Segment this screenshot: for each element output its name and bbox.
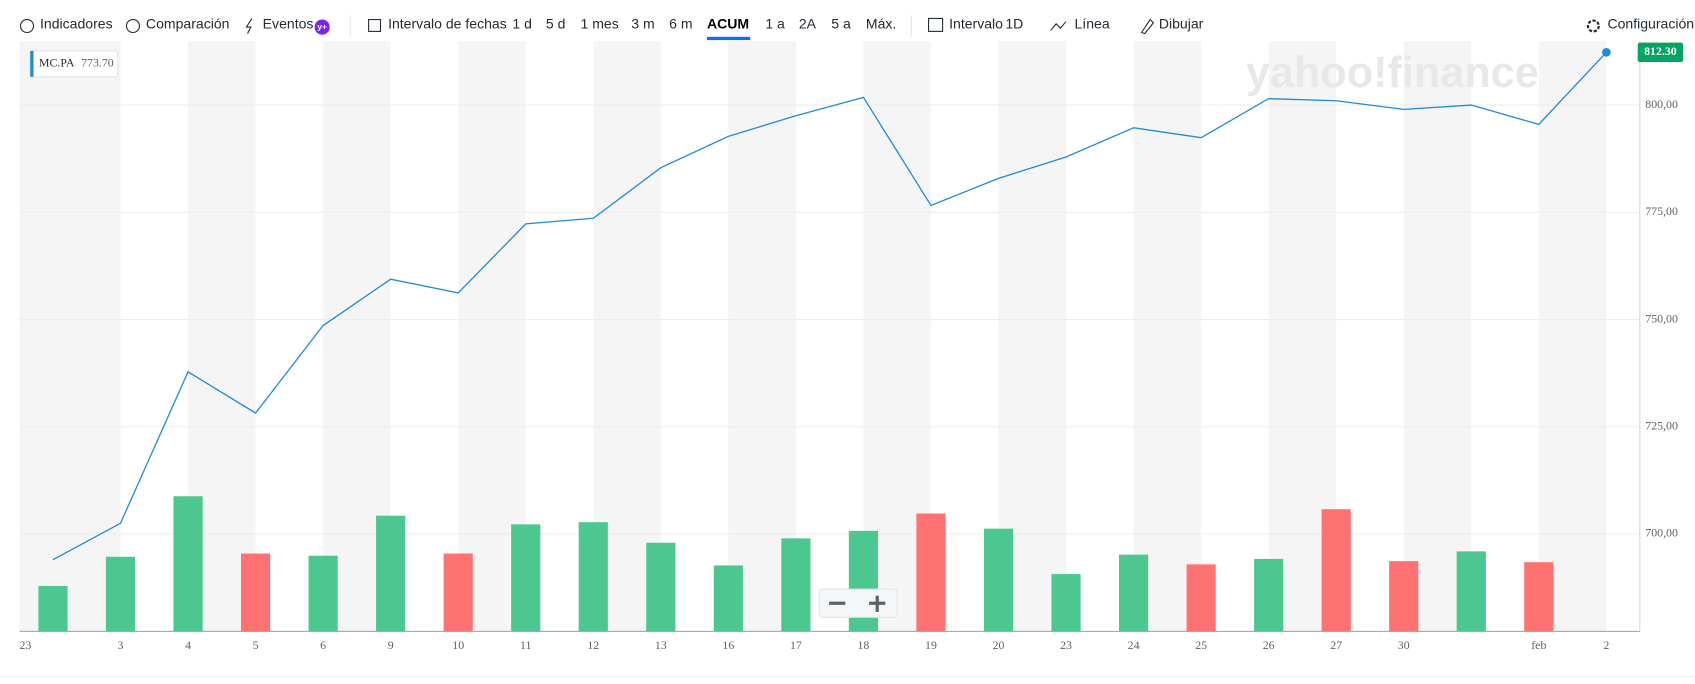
range-button[interactable]: 1 a	[765, 16, 785, 32]
x-tick-label: 12	[587, 638, 599, 652]
legend-value: 773.70	[81, 56, 114, 70]
volume-bar	[308, 555, 338, 632]
x-tick-label: 24	[1128, 638, 1140, 652]
x-tick-label: 25	[1195, 638, 1207, 652]
range-button[interactable]: 6 m	[669, 16, 692, 32]
y-tick-label: 725,00	[1645, 418, 1678, 432]
x-tick-label: 6	[320, 638, 326, 652]
active-underline	[706, 36, 751, 41]
volume-bar	[1389, 561, 1419, 632]
toolbar-button[interactable]: Línea	[1075, 16, 1110, 32]
y-tick-label: 750,00	[1645, 311, 1678, 325]
icon	[245, 18, 253, 34]
last-point	[1602, 47, 1611, 57]
volume-bar	[240, 553, 271, 632]
range-button[interactable]: 5 a	[831, 16, 851, 32]
legend-name: MC.PA	[39, 56, 75, 70]
toolbar-button[interactable]: Comparación	[146, 16, 230, 32]
price-line	[52, 51, 1607, 561]
x-tick-label: 19	[925, 638, 937, 652]
band	[1538, 41, 1607, 632]
toolbar-button[interactable]: Dibujar	[1159, 16, 1204, 32]
volume-bar	[1254, 558, 1284, 632]
volume-bar	[916, 513, 946, 632]
band	[1403, 41, 1472, 632]
badge-text: y+	[317, 21, 327, 31]
zoom-controls	[818, 588, 898, 618]
volume-bar	[781, 538, 811, 632]
volume-bar	[38, 585, 68, 632]
x-tick-label: 23	[1060, 638, 1072, 652]
volume-bar	[1456, 551, 1486, 632]
x-tick-label: 26	[1263, 638, 1275, 652]
volume-bar	[105, 556, 136, 632]
toolbar-button[interactable]: Intervalo	[949, 16, 1003, 32]
volume-bar	[1321, 509, 1351, 632]
icon	[368, 18, 382, 32]
range-button[interactable]: 5 d	[546, 16, 566, 32]
icon	[125, 18, 140, 34]
band	[1133, 41, 1202, 632]
range-button-active[interactable]: ACUM	[707, 16, 749, 32]
icon	[1050, 21, 1067, 31]
x-tick-label: 5	[253, 638, 259, 652]
volume-bar	[1186, 564, 1216, 632]
toolbar-button[interactable]: Configuración	[1607, 16, 1694, 32]
y-tick-label: 800,00	[1645, 97, 1678, 111]
volume-bar	[1051, 574, 1081, 632]
plot: 700,00 725,00 750,00 775,00 800,00 23 3 4 5 6 9 10 1…	[19, 41, 1684, 652]
toolbar-button[interactable]: Intervalo de fechas	[388, 16, 507, 32]
icon	[1140, 18, 1155, 35]
x-tick-label: 2	[1603, 638, 1609, 652]
y-tick-label: 700,00	[1645, 526, 1678, 540]
volume-bar	[511, 524, 541, 632]
last-value-label: 812.30	[1644, 44, 1677, 58]
x-tick-label: 11	[520, 638, 531, 652]
badge	[314, 19, 330, 35]
range-button[interactable]: 2A	[799, 16, 817, 32]
volume-bar	[173, 496, 203, 632]
toolbar-button[interactable]: Eventos	[263, 16, 314, 32]
x-tick-label: 30	[1398, 638, 1410, 652]
toolbar-button[interactable]: 1D	[1005, 16, 1023, 32]
last-value-box	[1637, 42, 1684, 63]
volume-bar	[443, 553, 473, 632]
x-tick-label: 18	[857, 638, 869, 652]
x-year-label: 23	[19, 638, 31, 652]
volume-bar	[376, 515, 406, 632]
bands	[19, 41, 1607, 632]
volume-bar	[1524, 562, 1554, 632]
watermark: yahoo!finance	[1246, 49, 1539, 97]
volume-bar	[713, 565, 743, 632]
volume-bar	[578, 522, 608, 632]
legend-swatch	[30, 50, 34, 77]
band	[728, 41, 796, 632]
range-button[interactable]: 1 mes	[580, 16, 618, 32]
x-tick-label: 3	[118, 638, 124, 652]
x-tick-label: 10	[452, 638, 464, 652]
icon	[928, 17, 944, 32]
range-button[interactable]: 1 d	[512, 16, 532, 32]
toolbar-button[interactable]: Indicadores	[40, 16, 113, 32]
x-tick-label: 17	[790, 638, 802, 652]
range-button[interactable]: 3 m	[631, 16, 654, 32]
x-tick-label: 16	[722, 638, 734, 652]
y-tick-label: 775,00	[1645, 204, 1678, 218]
x-tick-label: 20	[993, 638, 1005, 652]
x-tick-label: 13	[655, 638, 667, 652]
volume-bar	[983, 528, 1014, 632]
icon	[19, 18, 35, 34]
range-button[interactable]: Máx.	[866, 16, 896, 32]
volume-bar	[646, 542, 676, 632]
x-tick-label: 27	[1330, 638, 1342, 652]
x-tick-label: 9	[388, 638, 394, 652]
x-tick-label: 4	[185, 638, 191, 652]
icon	[1586, 19, 1600, 33]
x-tick-label: feb	[1531, 638, 1546, 652]
volume-bar	[1118, 554, 1149, 632]
band	[19, 41, 121, 632]
toolbar: Indicadores Comparación Eventos y+ Inter…	[19, 15, 1694, 41]
